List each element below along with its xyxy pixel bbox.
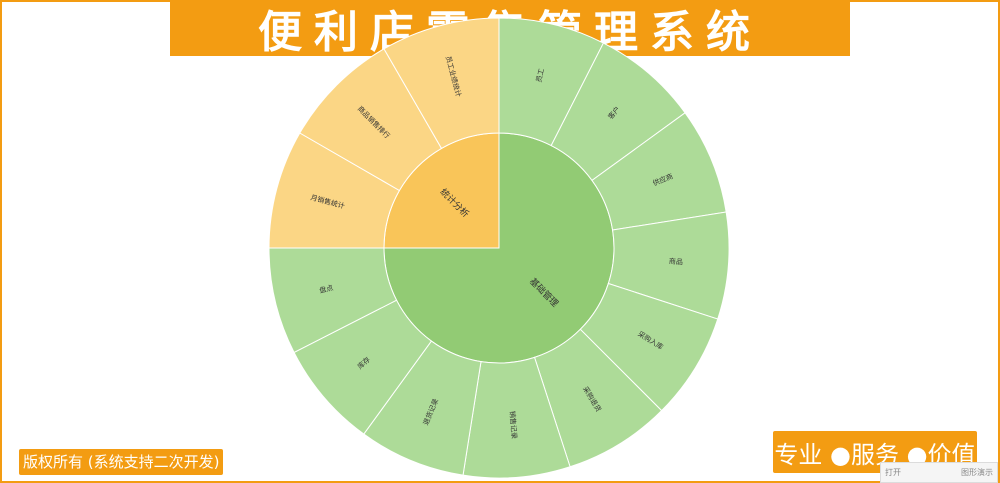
sunburst-outer-segment[interactable] bbox=[383, 17, 500, 150]
sunburst-outer-label: 盘点 bbox=[318, 283, 334, 295]
mini-control-panel[interactable]: 打开 图形演示 bbox=[880, 462, 998, 483]
control-demo-label[interactable]: 图形演示 bbox=[961, 468, 993, 477]
copyright-label: 版权所有 (系统支持二次开发) bbox=[19, 449, 224, 475]
sunburst-outer-label: 员工 bbox=[535, 68, 546, 83]
sunburst-outer-label: 商品 bbox=[669, 256, 684, 266]
control-open-label[interactable]: 打开 bbox=[885, 468, 901, 477]
sunburst-outer-label: 销售记录 bbox=[508, 411, 519, 440]
